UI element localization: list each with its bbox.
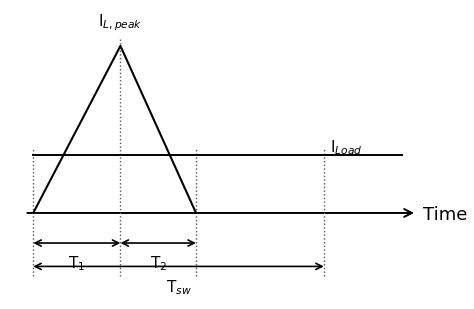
Text: T$_1$: T$_1$ — [68, 255, 85, 273]
Text: I$_{L,peak}$: I$_{L,peak}$ — [98, 12, 143, 32]
Text: I$_{Load}$: I$_{Load}$ — [330, 138, 362, 157]
Text: T$_2$: T$_2$ — [150, 255, 167, 273]
Text: T$_{sw}$: T$_{sw}$ — [166, 278, 191, 297]
Text: Time: Time — [423, 205, 467, 224]
